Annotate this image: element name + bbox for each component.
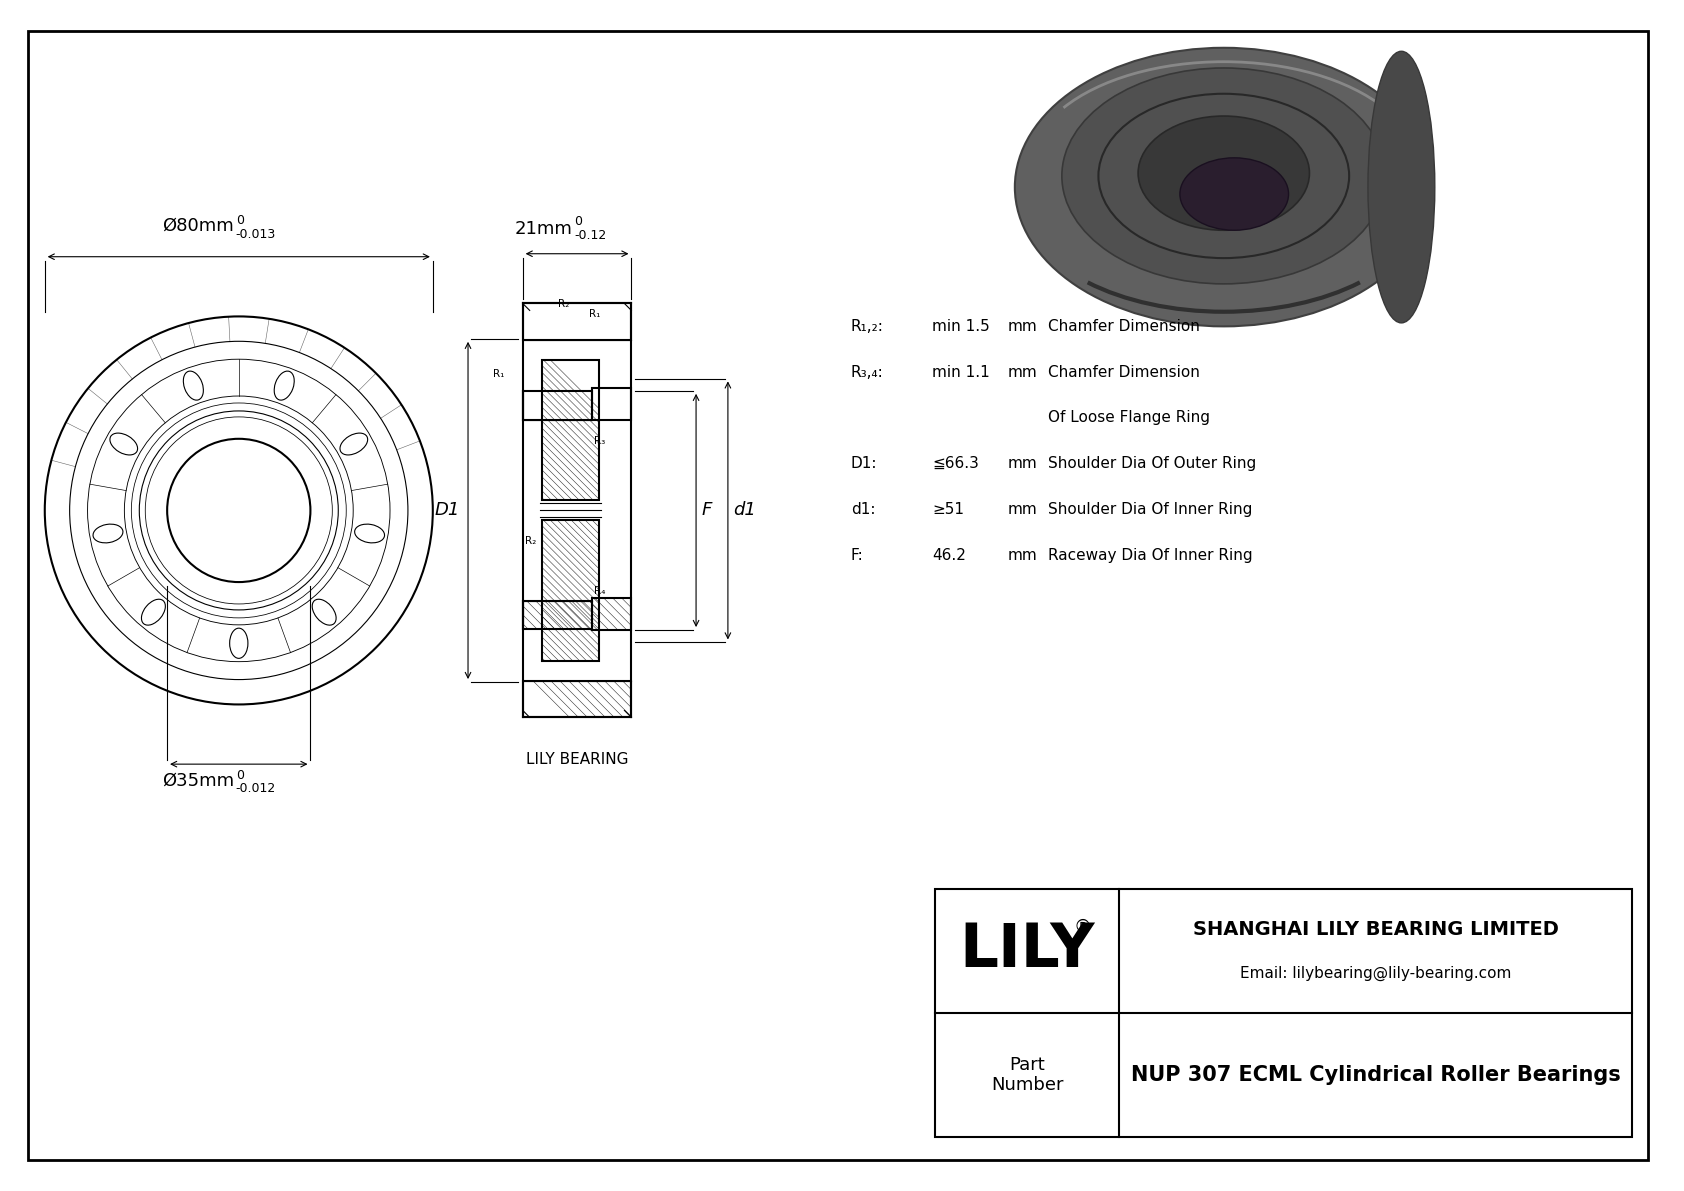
Text: mm: mm [1009,548,1037,562]
Text: R₂: R₂ [557,299,569,310]
Bar [542,520,600,661]
Text: -0.013: -0.013 [236,227,276,241]
Text: R₄: R₄ [594,586,606,596]
Ellipse shape [1180,158,1288,230]
Text: Ø35mm: Ø35mm [162,772,234,790]
Bar [522,601,593,629]
Text: min 1.1: min 1.1 [933,364,990,380]
Ellipse shape [340,434,367,455]
Ellipse shape [1367,51,1435,323]
Text: R₂: R₂ [525,536,536,545]
Text: D1: D1 [434,501,460,519]
Bar [593,387,632,420]
Ellipse shape [141,599,165,625]
Bar [935,888,1632,1137]
Ellipse shape [274,372,295,400]
Text: Raceway Dia Of Inner Ring: Raceway Dia Of Inner Ring [1047,548,1253,562]
Text: R₃: R₃ [594,436,606,445]
Text: D1:: D1: [850,456,877,472]
Text: NUP 307 ECML Cylindrical Roller Bearings: NUP 307 ECML Cylindrical Roller Bearings [1130,1065,1620,1085]
Text: d1: d1 [733,501,756,519]
Text: mm: mm [1009,319,1037,333]
Text: ≥51: ≥51 [933,501,965,517]
Text: mm: mm [1009,364,1037,380]
Text: Shoulder Dia Of Outer Ring: Shoulder Dia Of Outer Ring [1047,456,1256,472]
Text: Chamfer Dimension: Chamfer Dimension [1047,364,1199,380]
Text: 0: 0 [236,214,244,226]
Text: d1:: d1: [850,501,876,517]
Text: R₁: R₁ [493,369,505,379]
Text: Ø80mm: Ø80mm [162,217,234,235]
Text: SHANGHAI LILY BEARING LIMITED: SHANGHAI LILY BEARING LIMITED [1192,921,1558,939]
Bar [542,361,600,500]
Ellipse shape [1138,116,1310,230]
Text: 0: 0 [574,214,583,227]
Ellipse shape [229,628,248,659]
Text: F: F [701,501,711,519]
Text: min 1.5: min 1.5 [933,319,990,333]
Ellipse shape [1015,48,1433,326]
Text: -0.12: -0.12 [574,229,606,242]
Bar [593,598,632,630]
Text: 21mm: 21mm [514,220,573,238]
Text: 46.2: 46.2 [933,548,967,562]
Ellipse shape [355,524,384,543]
Text: F:: F: [850,548,864,562]
Ellipse shape [93,524,123,543]
Text: -0.012: -0.012 [236,782,276,796]
Bar [522,304,632,339]
Text: 0: 0 [236,769,244,782]
Ellipse shape [312,599,337,625]
Text: LILY: LILY [960,921,1095,980]
Text: mm: mm [1009,501,1037,517]
Text: R₁,₂:: R₁,₂: [850,319,884,333]
Bar [522,681,632,717]
Text: LILY BEARING: LILY BEARING [525,752,628,767]
Text: R₁: R₁ [589,310,601,319]
Text: Of Loose Flange Ring: Of Loose Flange Ring [1047,411,1209,425]
Text: R₃,₄:: R₃,₄: [850,364,884,380]
Text: ≦66.3: ≦66.3 [933,456,978,472]
Text: ®: ® [1073,918,1091,936]
Text: mm: mm [1009,456,1037,472]
Text: Part
Number: Part Number [990,1055,1064,1095]
Ellipse shape [184,372,204,400]
Text: Email: lilybearing@lily-bearing.com: Email: lilybearing@lily-bearing.com [1239,966,1511,980]
Ellipse shape [1063,68,1386,283]
Text: Shoulder Dia Of Inner Ring: Shoulder Dia Of Inner Ring [1047,501,1251,517]
Text: Chamfer Dimension: Chamfer Dimension [1047,319,1199,333]
Bar [522,392,593,420]
Ellipse shape [109,434,138,455]
